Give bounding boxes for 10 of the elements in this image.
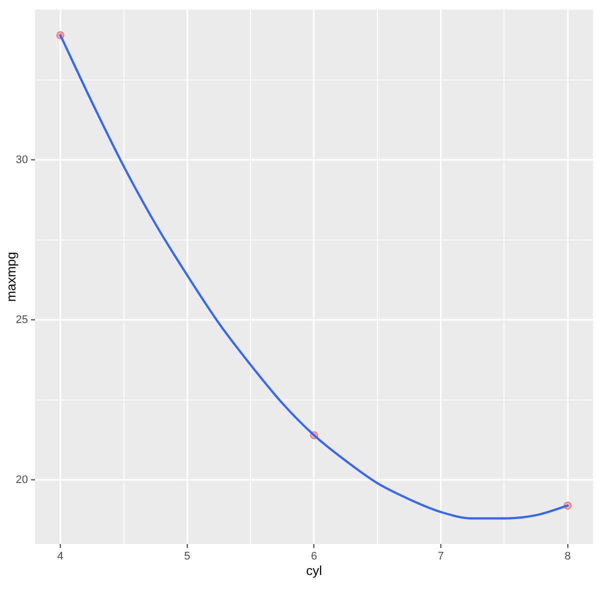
x-tick-label: 5	[184, 550, 190, 563]
y-tick-label: 25	[16, 314, 28, 326]
x-axis-title: cyl	[306, 562, 322, 578]
x-tick-label: 7	[438, 550, 444, 563]
x-tick-label: 6	[310, 550, 318, 563]
y-tick-label: 20	[16, 474, 28, 486]
y-tick-label: 30	[16, 154, 28, 166]
x-tick-label: 8	[564, 550, 571, 563]
x-tick-label: 4	[57, 550, 64, 563]
y-axis-title: maxmpg	[3, 252, 18, 302]
